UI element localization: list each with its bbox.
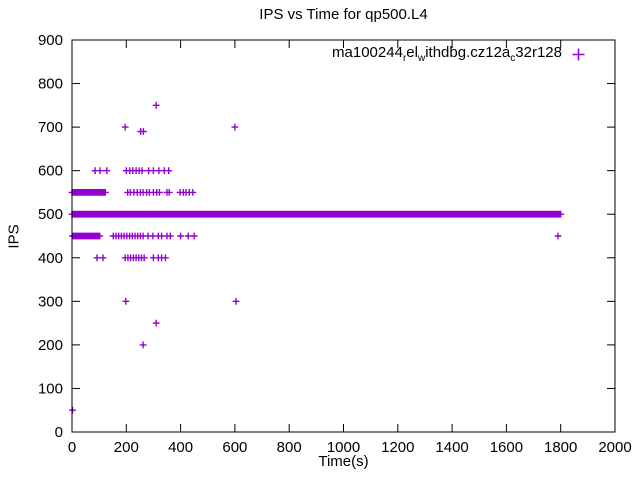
x-axis-label: Time(s) [318, 453, 369, 470]
y-tick-label: 800 [38, 76, 63, 93]
y-tick-label: 700 [38, 119, 63, 136]
x-tick-label: 1400 [435, 439, 468, 456]
plot-border [71, 39, 616, 433]
y-tick-label: 300 [38, 293, 63, 310]
x-tick-label: 1600 [490, 439, 523, 456]
x-tick-label: 2000 [598, 439, 631, 456]
y-tick-label: 600 [38, 163, 63, 180]
x-tick-label: 200 [114, 439, 139, 456]
x-tick-label: 1000 [327, 439, 360, 456]
x-tick-label: 1200 [381, 439, 414, 456]
y-tick-label: 900 [38, 32, 63, 49]
y-tick-label: 400 [38, 250, 63, 267]
legend: ma100244relwithdbg.cz12ac32r128 [332, 44, 585, 64]
y-tick-label: 500 [38, 206, 63, 223]
x-tick-label: 600 [222, 439, 247, 456]
x-tick-label: 1800 [544, 439, 577, 456]
legend-marker-icon [572, 48, 585, 60]
y-tick-label: 100 [38, 380, 63, 397]
data-points [68, 101, 565, 414]
y-tick-label: 0 [55, 424, 63, 441]
legend-label: ma100244relwithdbg.cz12ac32r128 [332, 44, 562, 64]
x-tick-label: 0 [68, 439, 76, 456]
tick-labels: 0 200 400 600 800 1000 1200 1400 1600 1800 2000 0 10… [38, 32, 632, 456]
x-tick-label: 400 [168, 439, 193, 456]
chart-title: IPS vs Time for qp500.L4 [259, 6, 428, 23]
y-tick-label: 200 [38, 337, 63, 354]
x-tick-label: 800 [277, 439, 302, 456]
